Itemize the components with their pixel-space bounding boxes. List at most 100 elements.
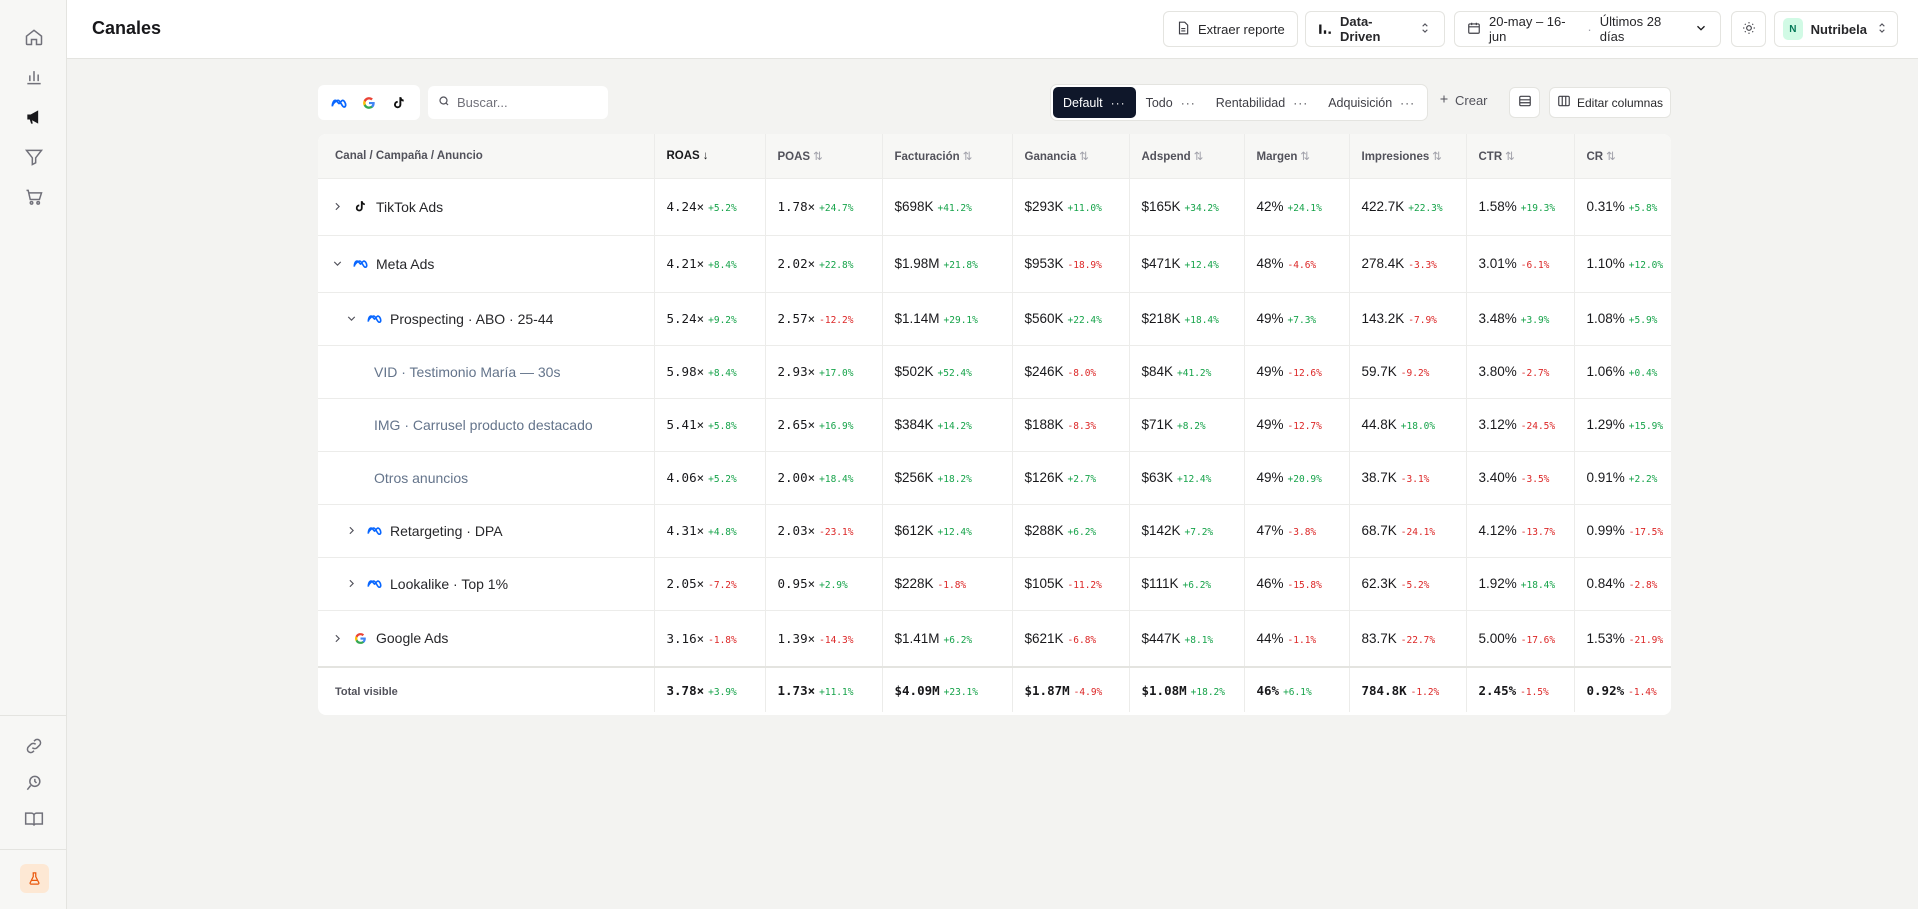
ctr-cell: 3.48% +3.9% — [1466, 291, 1575, 345]
table-row[interactable]: Google Ads 3.16× -1.8% 1.39× -14.3% $1.41M +6.… — [318, 609, 1671, 667]
more-options-icon[interactable]: ··· — [1400, 95, 1416, 110]
col-header-margen[interactable]: Margen ⇅ — [1244, 134, 1350, 178]
delta-badge: +8.4% — [708, 260, 737, 271]
book-icon[interactable] — [21, 806, 47, 832]
tiktok-icon[interactable] — [388, 92, 410, 114]
chevron-right-icon[interactable] — [330, 200, 344, 213]
metric-value: 68.7K — [1361, 523, 1397, 538]
total-ctr-cell: 2.45% -1.5% — [1466, 666, 1575, 712]
col-header-name[interactable]: Canal / Campaña / Anuncio — [318, 134, 655, 178]
delta-badge: -2.7% — [1520, 368, 1550, 379]
metric-value: 1.29% — [1586, 417, 1625, 432]
flask-icon[interactable] — [20, 864, 49, 893]
col-header-cr[interactable]: CR ⇅ — [1574, 134, 1671, 178]
link-icon[interactable] — [21, 733, 47, 759]
analytics-icon[interactable] — [21, 64, 47, 90]
ctr-cell: 3.40% -3.5% — [1466, 450, 1575, 504]
channels-table: Canal / Campaña / Anuncio ROAS ↓ POAS ⇅ Fa… — [318, 134, 1671, 715]
account-name: Nutribela — [1810, 21, 1867, 37]
adspend-cell: $63K +12.4% — [1129, 450, 1245, 504]
roas-cell: 4.21× +8.4% — [654, 234, 766, 292]
delta-badge: +18.4% — [819, 474, 854, 485]
table-row[interactable]: IMG · Carrusel producto destacado 5.41× +5… — [318, 397, 1671, 451]
chevron-down-icon[interactable] — [330, 257, 344, 270]
table-row[interactable]: Lookalike · Top 1% 2.05× -7.2% 0.95× +2.9% $2… — [318, 556, 1671, 610]
more-options-icon[interactable]: ··· — [1180, 95, 1196, 110]
delta-badge: +22.4% — [1067, 315, 1102, 326]
metric-value: $218K — [1141, 311, 1181, 326]
chevron-right-icon[interactable] — [344, 577, 358, 590]
delta-badge: -7.2% — [708, 580, 737, 591]
col-header-ctr[interactable]: CTR ⇅ — [1466, 134, 1575, 178]
delta-badge: -6.8% — [1067, 634, 1097, 646]
funnel-icon[interactable] — [21, 144, 47, 170]
cart-icon[interactable] — [21, 184, 47, 210]
table-row[interactable]: Meta Ads 4.21× +8.4% 2.02× +22.8% $1.98M +21.8… — [318, 234, 1671, 292]
theme-toggle-button[interactable] — [1731, 11, 1766, 47]
metric-value: 47% — [1256, 523, 1284, 538]
col-header-ganancia[interactable]: Ganancia ⇅ — [1012, 134, 1130, 178]
col-header-adspend[interactable]: Adspend ⇅ — [1129, 134, 1245, 178]
delta-badge: +6.2% — [1067, 527, 1097, 538]
table-row[interactable]: Prospecting · ABO · 25-44 5.24× +9.2% 2.57×… — [318, 291, 1671, 345]
tab-adquisicion[interactable]: Adquisición ··· — [1318, 87, 1425, 118]
metric-value: 49% — [1256, 470, 1284, 485]
metric-value: $1.14M — [894, 311, 940, 326]
delta-badge: -12.6% — [1287, 368, 1322, 379]
metric-value: 2.45% — [1478, 682, 1517, 698]
integrations-icon[interactable] — [21, 770, 47, 796]
delta-badge: +0.4% — [1628, 368, 1658, 379]
meta-icon[interactable] — [328, 92, 350, 114]
date-range-picker[interactable]: 20-may – 16-jun · Últimos 28 días — [1454, 11, 1721, 47]
roas-cell: 3.16× -1.8% — [654, 609, 766, 667]
chevron-right-icon[interactable] — [330, 632, 344, 645]
delta-badge: -24.5% — [1520, 421, 1556, 432]
delta-badge: -24.1% — [1400, 527, 1436, 538]
table-row[interactable]: Otros anuncios 4.06× +5.2% 2.00× +18.4% $256K… — [318, 450, 1671, 504]
col-header-label: POAS — [777, 150, 811, 163]
metric-value: 46% — [1256, 682, 1280, 698]
col-header-roas[interactable]: ROAS ↓ — [654, 134, 766, 178]
facturacion-cell: $384K +14.2% — [882, 397, 1013, 451]
cr-cell: 0.99% -17.5% — [1574, 503, 1671, 557]
more-options-icon[interactable]: ··· — [1293, 95, 1309, 110]
facturacion-cell: $1.41M +6.2% — [882, 609, 1013, 667]
table-row[interactable]: TikTok Ads 4.24× +5.2% 1.78× +24.7% $698K +41.… — [318, 177, 1671, 235]
margen-cell: 46% -15.8% — [1244, 556, 1350, 610]
google-icon[interactable] — [358, 92, 380, 114]
col-header-impresiones[interactable]: Impresiones ⇅ — [1349, 134, 1467, 178]
col-header-poas[interactable]: POAS ⇅ — [765, 134, 883, 178]
row-name: Lookalike · Top 1% — [390, 575, 509, 592]
view-tabs: Default ··· Todo ··· Rentabilidad ··· Ad… — [1050, 84, 1429, 121]
more-options-icon[interactable]: ··· — [1110, 95, 1126, 110]
table-row[interactable]: Retargeting · DPA 4.31× +4.8% 2.03× -23.1% $6… — [318, 503, 1671, 557]
tab-rentabilidad[interactable]: Rentabilidad ··· — [1206, 87, 1319, 118]
extract-report-button[interactable]: Extraer reporte — [1163, 11, 1298, 47]
metric-value: 784.8K — [1361, 682, 1407, 698]
megaphone-icon[interactable] — [21, 104, 47, 130]
impresiones-cell: 44.8K +18.0% — [1349, 397, 1467, 451]
search-input[interactable] — [457, 95, 597, 110]
table-row[interactable]: VID · Testimonio María — 30s 5.98× +8.4% 2.… — [318, 344, 1671, 398]
margen-cell: 49% +20.9% — [1244, 450, 1350, 504]
metric-value: $246K — [1024, 364, 1064, 379]
tab-todo[interactable]: Todo ··· — [1136, 87, 1206, 118]
density-toggle-button[interactable] — [1509, 87, 1540, 118]
account-switcher[interactable]: N Nutribela — [1774, 11, 1898, 47]
chevron-right-icon[interactable] — [344, 524, 358, 537]
home-icon[interactable] — [21, 24, 47, 50]
col-header-facturacion[interactable]: Facturación ⇅ — [882, 134, 1013, 178]
delta-badge: -7.9% — [1408, 315, 1437, 326]
tab-default[interactable]: Default ··· — [1053, 87, 1136, 118]
metric-value: 1.92% — [1478, 576, 1517, 591]
sidebar-divider — [0, 849, 67, 850]
edit-columns-button[interactable]: Editar columnas — [1549, 87, 1671, 118]
metric-value: 2.65× — [777, 417, 816, 432]
metric-value: 49% — [1256, 311, 1284, 326]
delta-badge: +3.9% — [708, 686, 737, 698]
delta-badge: -8.0% — [1067, 368, 1097, 379]
create-view-button[interactable]: Crear — [1438, 93, 1488, 108]
chevron-down-icon[interactable] — [344, 312, 358, 325]
attribution-model-select[interactable]: Data-Driven — [1305, 11, 1445, 47]
name-cell: Meta Ads — [318, 234, 655, 292]
